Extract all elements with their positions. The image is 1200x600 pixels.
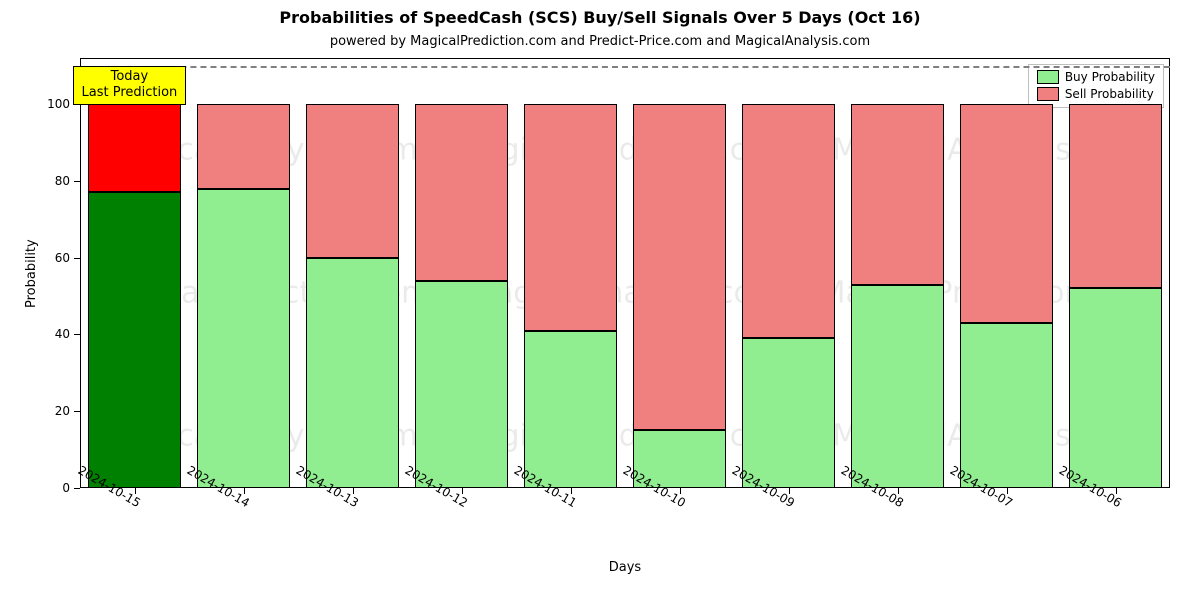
x-axis-label: Days	[80, 560, 1170, 575]
today-annotation: TodayLast Prediction	[73, 66, 187, 105]
legend-label: Buy Probability	[1065, 69, 1155, 86]
buy-bar	[197, 189, 291, 488]
ytick-label: 20	[40, 404, 70, 418]
ytick-label: 60	[40, 251, 70, 265]
legend-label: Sell Probability	[1065, 86, 1154, 103]
y-axis-label: Probability	[24, 239, 39, 308]
buy-bar	[1069, 288, 1163, 488]
legend-swatch	[1037, 87, 1059, 101]
sell-bar	[742, 104, 836, 338]
chart-title: Probabilities of SpeedCash (SCS) Buy/Sel…	[0, 8, 1200, 27]
chart-container: Probabilities of SpeedCash (SCS) Buy/Sel…	[0, 0, 1200, 600]
ytick-mark	[74, 258, 80, 259]
buy-bar	[524, 331, 618, 488]
ytick-mark	[74, 334, 80, 335]
buy-bar	[851, 285, 945, 488]
ytick-label: 40	[40, 327, 70, 341]
legend-item: Sell Probability	[1037, 86, 1155, 103]
legend: Buy ProbabilitySell Probability	[1028, 64, 1164, 108]
today-annotation-line: Last Prediction	[82, 85, 178, 101]
ytick-label: 100	[40, 97, 70, 111]
buy-bar	[306, 258, 400, 488]
sell-bar	[415, 104, 509, 281]
sell-bar	[524, 104, 618, 331]
today-annotation-line: Today	[82, 69, 178, 85]
sell-bar	[851, 104, 945, 284]
chart-subtitle: powered by MagicalPrediction.com and Pre…	[0, 34, 1200, 49]
sell-bar	[1069, 104, 1163, 288]
ytick-mark	[74, 488, 80, 489]
ytick-label: 0	[40, 481, 70, 495]
sell-bar	[633, 104, 727, 430]
buy-bar	[742, 338, 836, 488]
sell-bar	[88, 104, 182, 192]
reference-hline	[80, 66, 1170, 68]
legend-item: Buy Probability	[1037, 69, 1155, 86]
ytick-label: 80	[40, 174, 70, 188]
buy-bar	[415, 281, 509, 488]
ytick-mark	[74, 181, 80, 182]
buy-bar	[960, 323, 1054, 488]
sell-bar	[197, 104, 291, 188]
buy-bar	[88, 192, 182, 488]
legend-swatch	[1037, 70, 1059, 84]
sell-bar	[306, 104, 400, 258]
ytick-mark	[74, 411, 80, 412]
sell-bar	[960, 104, 1054, 323]
